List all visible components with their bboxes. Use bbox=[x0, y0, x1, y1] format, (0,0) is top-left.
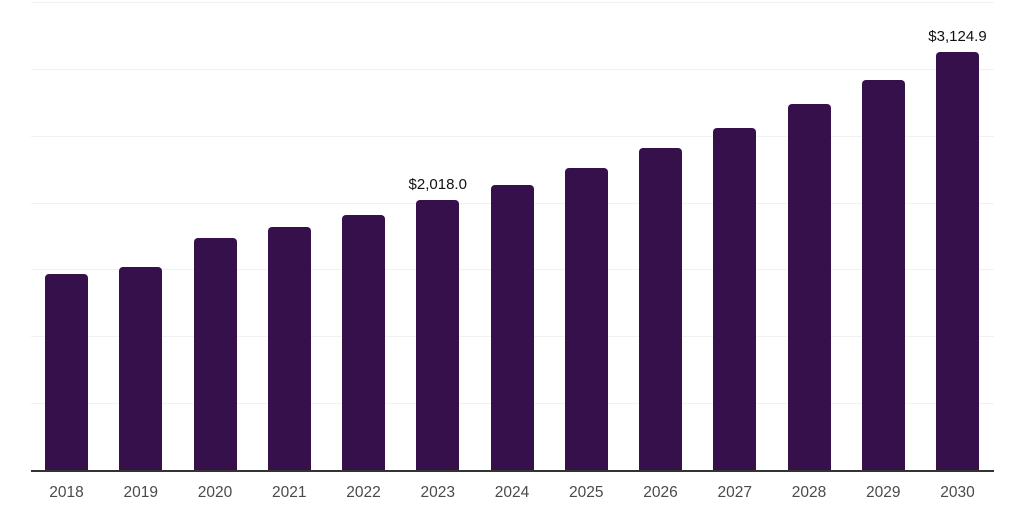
x-axis-line bbox=[31, 470, 994, 472]
gridline-3500 bbox=[31, 2, 994, 3]
x-tick-label-2030: 2030 bbox=[940, 484, 975, 501]
data-label-2030: $3,124.9 bbox=[928, 28, 987, 46]
x-tick-label-2025: 2025 bbox=[569, 484, 604, 501]
x-tick-label-2021: 2021 bbox=[272, 484, 307, 501]
bar-2024 bbox=[490, 184, 534, 470]
x-tick-label-2019: 2019 bbox=[123, 484, 158, 501]
x-tick-label-2023: 2023 bbox=[420, 484, 455, 501]
x-tick-label-2026: 2026 bbox=[643, 484, 678, 501]
x-tick-label-2028: 2028 bbox=[791, 484, 827, 501]
gridline-3000 bbox=[31, 68, 994, 70]
bar-2025 bbox=[564, 167, 608, 470]
x-tick-label-2027: 2027 bbox=[717, 484, 752, 501]
x-tick-label-2029: 2029 bbox=[866, 484, 901, 501]
bar-2026 bbox=[639, 148, 682, 470]
bar-2018 bbox=[45, 274, 88, 470]
x-tick-label-2020: 2020 bbox=[197, 484, 233, 501]
bar-2019 bbox=[119, 266, 163, 470]
plot-area: $2,018.0 $3,124.9 2018 2019 2020 2021 2022 202… bbox=[31, 0, 994, 512]
x-tick-label-2018: 2018 bbox=[49, 484, 84, 501]
data-label-2023: $2,018.0 bbox=[408, 176, 467, 194]
bar-2028 bbox=[787, 104, 831, 470]
bar-2023 bbox=[416, 200, 460, 470]
bar-2020 bbox=[193, 238, 237, 470]
bar-2021 bbox=[267, 227, 311, 470]
bar-2027 bbox=[713, 127, 757, 470]
bar-2022 bbox=[342, 214, 385, 470]
gridline-2500 bbox=[31, 135, 994, 137]
x-tick-label-2022: 2022 bbox=[346, 484, 381, 501]
x-tick-label-2024: 2024 bbox=[494, 484, 530, 501]
bar-2030 bbox=[936, 52, 979, 470]
bar-2029 bbox=[861, 79, 905, 470]
